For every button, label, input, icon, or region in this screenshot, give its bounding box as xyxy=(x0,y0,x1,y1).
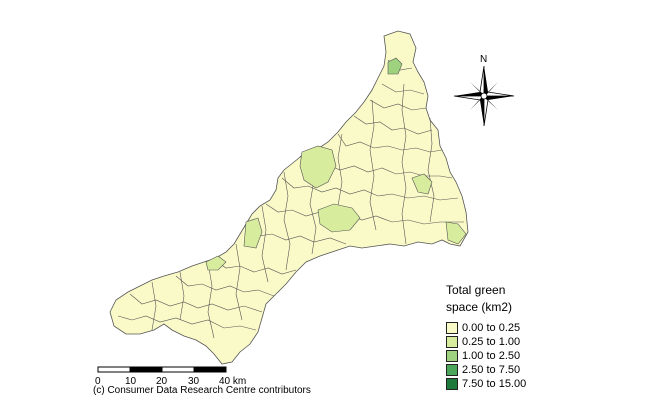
legend-label: 1.00 to 2.50 xyxy=(462,350,521,362)
north-arrow-icon: N xyxy=(453,54,515,127)
legend-swatch xyxy=(446,336,458,348)
ward-high-7 xyxy=(205,255,227,271)
credit-text: (c) Consumer Data Research Centre contri… xyxy=(93,385,311,396)
legend-item: 0.25 to 1.00 xyxy=(446,335,556,349)
scale-tick-0: 0 xyxy=(95,376,101,387)
legend: Total green space (km2) 0.00 to 0.25 0.2… xyxy=(446,282,556,391)
legend-item: 7.50 to 15.00 xyxy=(446,377,556,391)
legend-items: 0.00 to 0.25 0.25 to 1.00 1.00 to 2.50 2… xyxy=(446,321,556,391)
county-outline xyxy=(109,30,469,365)
ward-high-4 xyxy=(411,173,433,195)
legend-label: 7.50 to 15.00 xyxy=(462,378,527,390)
scale-tick-30: 30 xyxy=(188,376,200,387)
scale-bar: 0 10 20 30 40 km xyxy=(95,366,246,387)
scale-tick-10: 10 xyxy=(125,376,137,387)
legend-label: 0.00 to 0.25 xyxy=(462,322,521,334)
ward-high-6 xyxy=(243,217,263,249)
legend-swatch xyxy=(446,350,458,362)
legend-item: 0.00 to 0.25 xyxy=(446,321,556,335)
ward-high-2 xyxy=(299,145,337,189)
legend-swatch xyxy=(446,364,458,376)
legend-swatch xyxy=(446,322,458,334)
legend-item: 2.50 to 7.50 xyxy=(446,363,556,377)
legend-label: 2.50 to 7.50 xyxy=(462,364,521,376)
scale-tick-20: 20 xyxy=(156,376,168,387)
legend-swatch xyxy=(446,378,458,390)
legend-item: 1.00 to 2.50 xyxy=(446,349,556,363)
legend-title-line2: space (km2) xyxy=(446,300,513,314)
ward-high-5 xyxy=(445,221,467,245)
ward-high-3 xyxy=(317,203,361,233)
scale-tick-40: 40 km xyxy=(219,376,246,387)
ward-high-1 xyxy=(387,57,403,75)
green-wards xyxy=(205,57,467,271)
legend-title-line1: Total green xyxy=(446,283,506,297)
legend-label: 0.25 to 1.00 xyxy=(462,336,521,348)
north-label: N xyxy=(480,54,487,65)
legend-title: Total green space (km2) xyxy=(446,282,556,316)
